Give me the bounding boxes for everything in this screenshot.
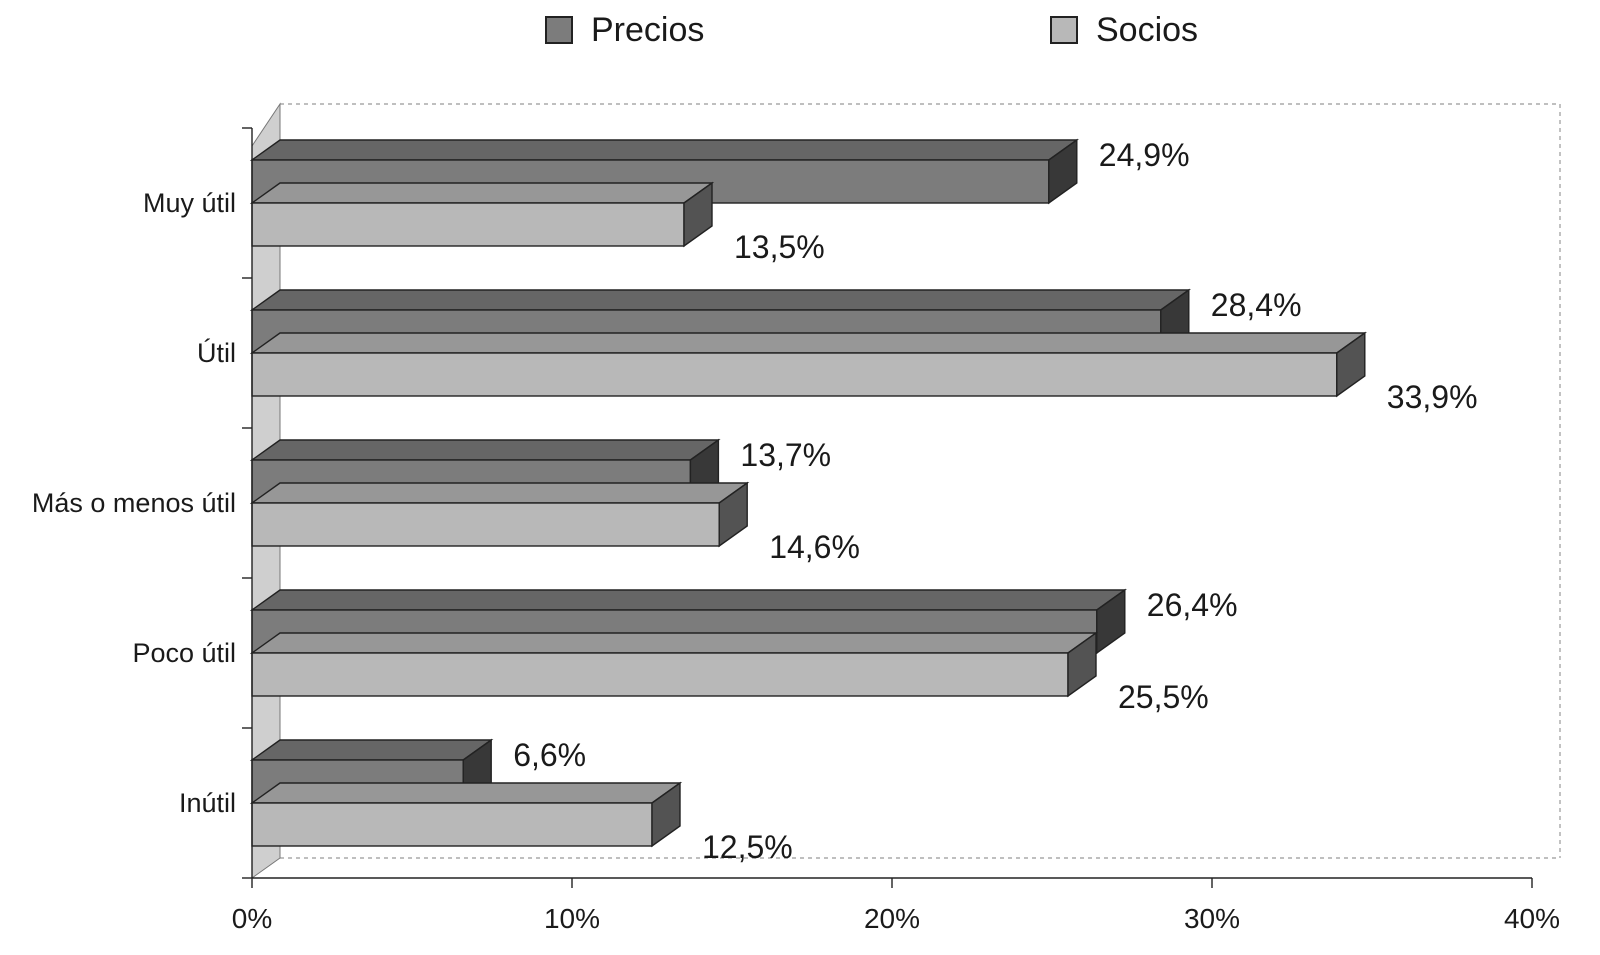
bar-end-face [1048, 138, 1078, 205]
legend-swatch-socios [1050, 16, 1078, 44]
data-label-precios-2: 28,4% [1211, 287, 1302, 323]
x-tick-label-2: 10% [544, 903, 600, 934]
data-label-socios-4: 25,5% [1118, 679, 1209, 715]
bar-socios-2 [249, 331, 1367, 398]
legend: Precios Socios [0, 8, 1600, 52]
bar-end-face [651, 781, 681, 848]
legend-label-socios: Socios [1096, 10, 1199, 49]
data-label-socios-3: 14,6% [769, 529, 860, 565]
bar-end-face [1067, 631, 1097, 698]
bar-socios-5 [249, 781, 683, 848]
bar-front-face [251, 352, 1338, 397]
bar-end-face [1096, 588, 1126, 655]
bar-top-face [249, 439, 721, 461]
bar-top-face [249, 332, 1367, 354]
legend-item-precios: Precios [545, 8, 704, 52]
category-label-5: Inútil [179, 788, 236, 818]
data-label-precios-1: 24,9% [1099, 137, 1190, 173]
bars [249, 138, 1367, 848]
plot-back-wall [280, 103, 1561, 858]
category-label-3: Más o menos útil [32, 488, 236, 518]
data-label-precios-4: 26,4% [1147, 587, 1238, 623]
bar-top-face [249, 632, 1099, 654]
x-tick-label-3: 20% [864, 903, 920, 934]
x-tick-label-1: 0% [232, 903, 272, 934]
legend-swatch-precios [545, 16, 573, 44]
bar-socios-1 [249, 181, 715, 248]
bar-front-face [251, 652, 1069, 697]
x-tick-label-5: 40% [1504, 903, 1560, 934]
category-label-4: Poco útil [132, 638, 236, 668]
category-label-2: Útil [197, 337, 236, 368]
bar-socios-3 [249, 481, 750, 548]
bar-front-face [251, 502, 720, 547]
bar-top-face [249, 739, 494, 761]
data-label-precios-3: 13,7% [740, 437, 831, 473]
x-tick-label-4: 30% [1184, 903, 1240, 934]
data-label-precios-5: 6,6% [513, 737, 586, 773]
bar-end-face [1336, 331, 1366, 398]
data-label-socios-5: 12,5% [702, 829, 793, 865]
legend-item-socios: Socios [1050, 8, 1198, 52]
bar-top-face [249, 782, 683, 804]
legend-label-precios: Precios [591, 10, 705, 49]
axes: Inútil Poco útil Más o menos útil Útil Muy ú… [32, 127, 1560, 934]
bar-end-face [718, 481, 748, 548]
bar-socios-4 [249, 631, 1099, 698]
bar-top-face [249, 482, 750, 504]
bar-top-face [249, 289, 1191, 311]
bar-top-face [249, 182, 715, 204]
bar-front-face [251, 202, 685, 247]
bar-top-face [249, 589, 1127, 611]
category-label-1: Muy útil [143, 188, 236, 218]
bar-front-face [251, 802, 653, 847]
bar-top-face [249, 139, 1079, 161]
data-labels: 6,6% 12,5% 26,4% 25,5% 13,7% 14,6% 28,4% 33,9% 2… [513, 137, 1477, 865]
data-label-socios-1: 13,5% [734, 229, 825, 265]
bar-end-face [683, 181, 713, 248]
data-label-socios-2: 33,9% [1387, 379, 1478, 415]
